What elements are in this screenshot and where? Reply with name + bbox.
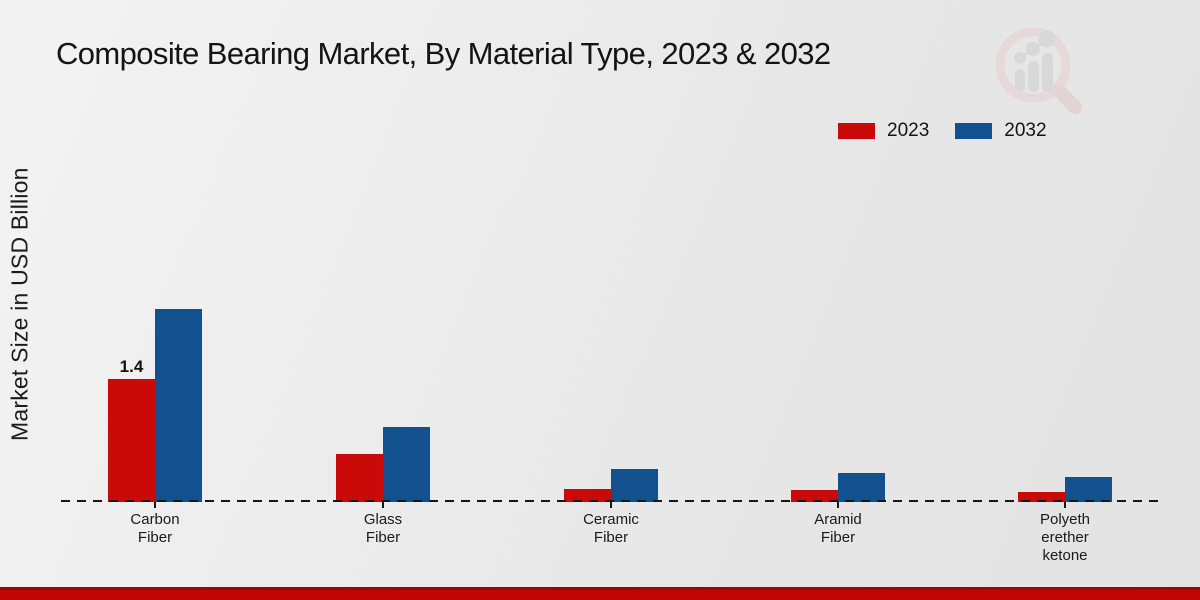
x-axis-tick xyxy=(382,502,384,508)
category-label: Glass Fiber xyxy=(363,511,403,546)
bar-2032-carbon-fiber xyxy=(155,309,202,502)
x-axis-tick xyxy=(837,502,839,508)
chart-title: Composite Bearing Market, By Material Ty… xyxy=(56,36,831,71)
bar-2032-glass-fiber xyxy=(383,427,430,502)
x-axis-baseline xyxy=(61,500,1158,502)
bar-2023-aramid-fiber xyxy=(791,490,838,502)
legend-item-2032: 2032 xyxy=(955,120,1047,142)
magnifier-bar-chart-logo xyxy=(995,27,1082,114)
category-label: Aramid Fiber xyxy=(814,511,862,546)
x-axis-tick xyxy=(154,502,156,508)
footer-accent-bar xyxy=(0,587,1200,600)
category-label: Ceramic Fiber xyxy=(583,511,639,546)
legend-label-2023: 2023 xyxy=(887,120,930,141)
category-label: Carbon Fiber xyxy=(130,511,180,546)
bar-2032-aramid-fiber xyxy=(838,473,885,502)
category-label: Polyeth erether ketone xyxy=(1039,511,1091,564)
bar-2032-polyetheretherketone xyxy=(1065,477,1112,502)
legend: 2023 2032 xyxy=(838,120,1047,142)
legend-label-2032: 2032 xyxy=(1004,120,1047,141)
bar-2023-carbon-fiber xyxy=(108,379,155,502)
bar-2032-ceramic-fiber xyxy=(611,469,658,502)
bar-2023-polyetheretherketone xyxy=(1018,492,1065,502)
bar-2023-ceramic-fiber xyxy=(564,489,611,502)
legend-item-2023: 2023 xyxy=(838,120,929,142)
bar-2023-glass-fiber xyxy=(336,454,383,502)
x-axis-tick xyxy=(1064,502,1066,508)
x-axis-tick xyxy=(610,502,612,508)
bar-value-label: 1.4 xyxy=(119,357,144,376)
legend-swatch-2023 xyxy=(838,123,875,139)
legend-swatch-2032 xyxy=(955,123,993,139)
